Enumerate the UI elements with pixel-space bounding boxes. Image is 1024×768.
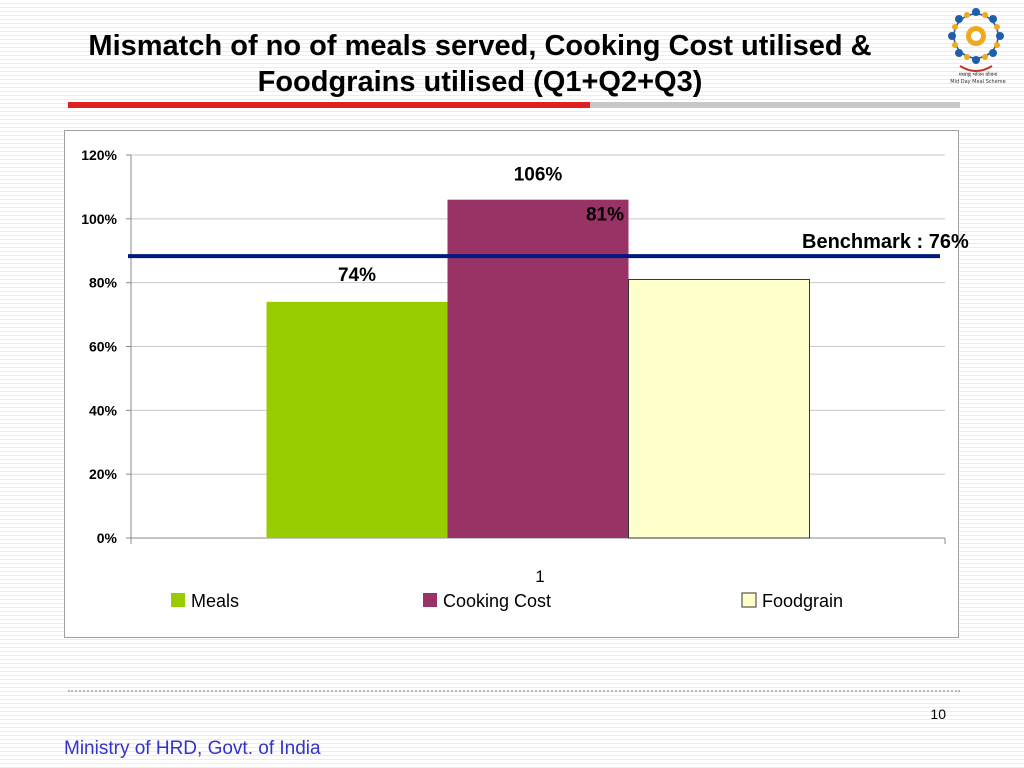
logo-caption-hindi: मध्याह्न भोजन योजना <box>958 72 998 78</box>
y-tick-label: 60% <box>89 339 118 355</box>
y-tick-label: 120% <box>81 147 117 163</box>
slide-title-line-1: Mismatch of no of meals served, Cooking … <box>88 30 872 62</box>
title-underline-accent <box>68 102 590 108</box>
y-tick-label: 100% <box>81 211 117 227</box>
slide-title: Mismatch of no of meals served, Cooking … <box>0 28 960 100</box>
legend-label: Cooking Cost <box>443 591 551 611</box>
y-tick-label: 0% <box>97 530 118 546</box>
legend-label: Foodgrain <box>762 591 843 611</box>
logo-bowl <box>959 65 993 72</box>
y-tick-label: 20% <box>89 466 118 482</box>
benchmark-label: Benchmark : 76% <box>802 231 969 253</box>
bar-foodgrain <box>628 278 810 539</box>
data-label: 81% <box>586 204 624 225</box>
logo-caption: मध्याह्न भोजन योजना Mid Day Meal Scheme <box>938 72 1018 86</box>
slide-title-line-2: Foodgrains utilised (Q1+Q2+Q3) <box>257 66 703 98</box>
footer-divider <box>68 690 960 692</box>
legend-swatch <box>171 593 185 607</box>
legend-swatch <box>423 593 437 607</box>
data-label: 106% <box>514 165 563 186</box>
bar-meals <box>266 301 448 538</box>
mid-day-meal-logo <box>948 8 1004 72</box>
page-number: 10 <box>930 706 946 722</box>
title-underline-rest <box>590 102 960 108</box>
logo-caption-english: Mid Day Meal Scheme <box>950 79 1006 85</box>
x-category-label: 1 <box>535 567 544 586</box>
legend-swatch <box>741 592 757 608</box>
data-label: 74% <box>338 265 376 286</box>
footer-ministry: Ministry of HRD, Govt. of India <box>64 738 321 759</box>
logo-ring <box>948 8 1004 64</box>
y-tick-label: 40% <box>89 402 118 418</box>
legend-label: Meals <box>191 591 239 611</box>
y-tick-label: 80% <box>89 275 118 291</box>
